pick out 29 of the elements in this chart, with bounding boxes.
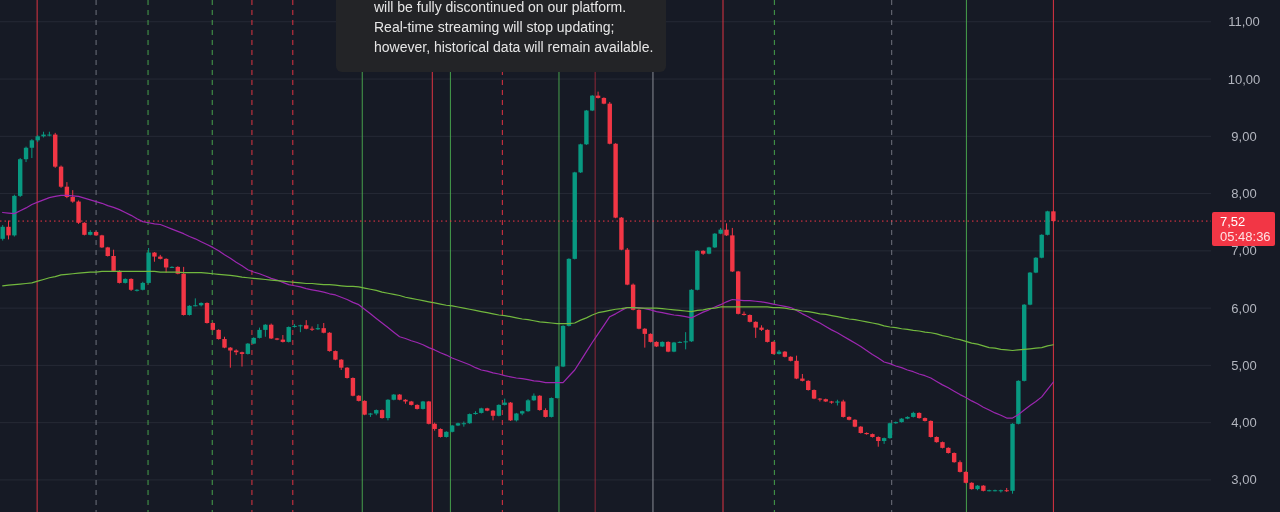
y-tick-label: 6,00 bbox=[1231, 300, 1257, 316]
candlestick bbox=[58, 165, 64, 189]
y-tick-label: 11,00 bbox=[1228, 14, 1260, 30]
candlestick bbox=[998, 489, 1004, 494]
candlestick bbox=[327, 331, 332, 353]
y-tick-label: 4,00 bbox=[1231, 415, 1257, 431]
candlestick bbox=[864, 431, 869, 436]
candlestick bbox=[549, 396, 554, 418]
candlestick bbox=[29, 138, 35, 159]
y-tick-label: 3,00 bbox=[1231, 472, 1257, 488]
candlestick bbox=[817, 397, 823, 402]
candlestick bbox=[473, 410, 478, 416]
candlestick bbox=[508, 401, 513, 422]
candlestick bbox=[881, 437, 887, 445]
y-tick-label: 9,00 bbox=[1231, 128, 1257, 144]
y-tick-label: 10,00 bbox=[1227, 71, 1261, 87]
candlestick bbox=[134, 288, 140, 293]
y-tick-label: 7,00 bbox=[1231, 243, 1257, 259]
y-tick-label: 5,00 bbox=[1231, 357, 1257, 373]
candlestick bbox=[1039, 233, 1044, 259]
annotation: will be fully discontinued on our platform. Real-time streaming will stop updating; however, historical data will remain available. bbox=[373, 0, 654, 55]
candlestick bbox=[683, 331, 688, 350]
candlestick bbox=[239, 351, 245, 368]
candlestick bbox=[292, 323, 297, 329]
ref-line-label: 7,52 05:48:36 bbox=[1220, 213, 1271, 244]
candlestick bbox=[204, 301, 210, 325]
y-tick-label: 8,00 bbox=[1231, 186, 1257, 202]
candlestick bbox=[169, 265, 175, 269]
candlestick bbox=[309, 325, 315, 332]
